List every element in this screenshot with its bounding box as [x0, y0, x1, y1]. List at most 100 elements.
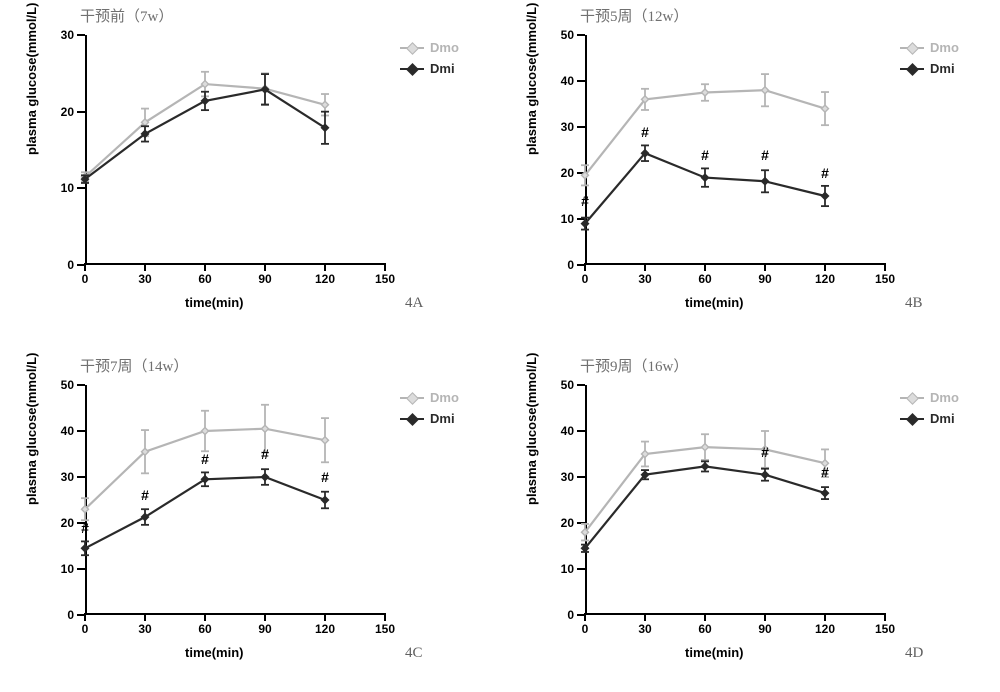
y-tick — [77, 614, 85, 616]
x-axis-label: time(min) — [685, 645, 744, 660]
x-tick-label: 150 — [375, 622, 395, 636]
significance-hash: # — [81, 520, 89, 536]
y-tick — [577, 430, 585, 432]
y-tick-label: 30 — [48, 28, 74, 42]
chart-panel-B: 干预5周（12w）plasma glucose(mmol/L)time(min)… — [510, 5, 990, 335]
legend-label: Dmi — [930, 411, 955, 426]
y-tick-label: 40 — [548, 74, 574, 88]
plot-svg — [585, 385, 885, 615]
plot-svg — [85, 385, 385, 615]
y-tick-label: 10 — [548, 212, 574, 226]
y-tick — [77, 430, 85, 432]
y-tick-label: 30 — [48, 470, 74, 484]
y-axis-label: plasma glucose(mmol/L) — [524, 353, 539, 505]
x-tick-label: 120 — [815, 272, 835, 286]
marker-dmo — [322, 437, 329, 444]
y-tick — [77, 568, 85, 570]
legend-swatch — [900, 47, 924, 49]
legend-item-dmi: Dmi — [900, 61, 959, 76]
y-tick-label: 50 — [548, 378, 574, 392]
x-tick-label: 30 — [138, 622, 151, 636]
panel-title: 干预7周（14w） — [80, 355, 188, 376]
legend-label: Dmi — [430, 411, 455, 426]
plot-svg — [585, 35, 885, 265]
y-tick-label: 40 — [48, 424, 74, 438]
legend-swatch — [400, 68, 424, 70]
legend-swatch — [400, 47, 424, 49]
marker-dmi — [262, 474, 269, 481]
significance-hash: # — [201, 451, 209, 467]
significance-hash: # — [761, 147, 769, 163]
marker-dmi — [702, 174, 709, 181]
chart-panel-C: 干预7周（14w）plasma glucose(mmol/L)time(min)… — [10, 355, 490, 685]
x-tick-label: 90 — [758, 622, 771, 636]
y-tick-label: 20 — [48, 105, 74, 119]
series-line-dmi — [85, 477, 325, 548]
significance-hash: # — [701, 147, 709, 163]
marker-dmo — [702, 444, 709, 451]
significance-hash: # — [761, 444, 769, 460]
subplot-label: 4B — [905, 295, 923, 312]
x-tick-label: 120 — [315, 272, 335, 286]
panel-title: 干预9周（16w） — [580, 355, 688, 376]
y-tick — [77, 187, 85, 189]
y-tick-label: 50 — [548, 28, 574, 42]
x-tick-label: 60 — [698, 622, 711, 636]
marker-dmo — [202, 428, 209, 435]
y-tick-label: 20 — [48, 516, 74, 530]
legend-label: Dmi — [430, 61, 455, 76]
x-axis-label: time(min) — [685, 295, 744, 310]
series-line-dmi — [585, 466, 825, 548]
legend-item-dmo: Dmo — [400, 390, 459, 405]
y-tick — [577, 264, 585, 266]
legend: Dmo Dmi — [400, 40, 459, 82]
y-tick-label: 30 — [548, 470, 574, 484]
significance-hash: # — [821, 464, 829, 480]
legend-item-dmi: Dmi — [400, 411, 459, 426]
marker-dmi — [822, 490, 829, 497]
x-tick-label: 0 — [82, 272, 89, 286]
y-tick — [577, 126, 585, 128]
legend: Dmo Dmi — [900, 390, 959, 432]
x-tick-label: 0 — [582, 272, 589, 286]
y-tick — [77, 476, 85, 478]
x-tick-label: 60 — [698, 272, 711, 286]
subplot-label: 4C — [405, 645, 423, 662]
x-tick-label: 0 — [82, 622, 89, 636]
y-tick-label: 0 — [548, 608, 574, 622]
x-tick-label: 90 — [758, 272, 771, 286]
y-axis-label: plasma glucose(mmol/L) — [524, 3, 539, 155]
y-tick — [577, 614, 585, 616]
y-tick — [577, 476, 585, 478]
significance-hash: # — [821, 165, 829, 181]
chart-panel-A: 干预前（7w）plasma glucose(mmol/L)time(min)4A… — [10, 5, 490, 335]
y-tick — [577, 80, 585, 82]
legend-label: Dmo — [430, 390, 459, 405]
x-tick-label: 30 — [638, 272, 651, 286]
series-line-dmi — [585, 153, 825, 223]
y-tick-label: 40 — [548, 424, 574, 438]
legend: Dmo Dmi — [400, 390, 459, 432]
x-tick-label: 90 — [258, 272, 271, 286]
subplot-label: 4A — [405, 295, 423, 312]
legend-label: Dmo — [930, 390, 959, 405]
significance-hash: # — [321, 469, 329, 485]
significance-hash: # — [581, 193, 589, 209]
subplot-label: 4D — [905, 645, 923, 662]
y-tick — [577, 384, 585, 386]
y-tick — [577, 568, 585, 570]
marker-dmo — [262, 425, 269, 432]
marker-dmi — [322, 497, 329, 504]
marker-dmo — [762, 87, 769, 94]
y-tick — [77, 384, 85, 386]
legend-label: Dmo — [430, 40, 459, 55]
y-tick — [77, 34, 85, 36]
y-tick-label: 0 — [48, 608, 74, 622]
y-tick-label: 10 — [48, 181, 74, 195]
legend-item-dmo: Dmo — [900, 390, 959, 405]
marker-dmo — [702, 89, 709, 96]
y-tick — [77, 111, 85, 113]
y-tick-label: 30 — [548, 120, 574, 134]
y-tick — [577, 34, 585, 36]
x-tick-label: 150 — [375, 272, 395, 286]
